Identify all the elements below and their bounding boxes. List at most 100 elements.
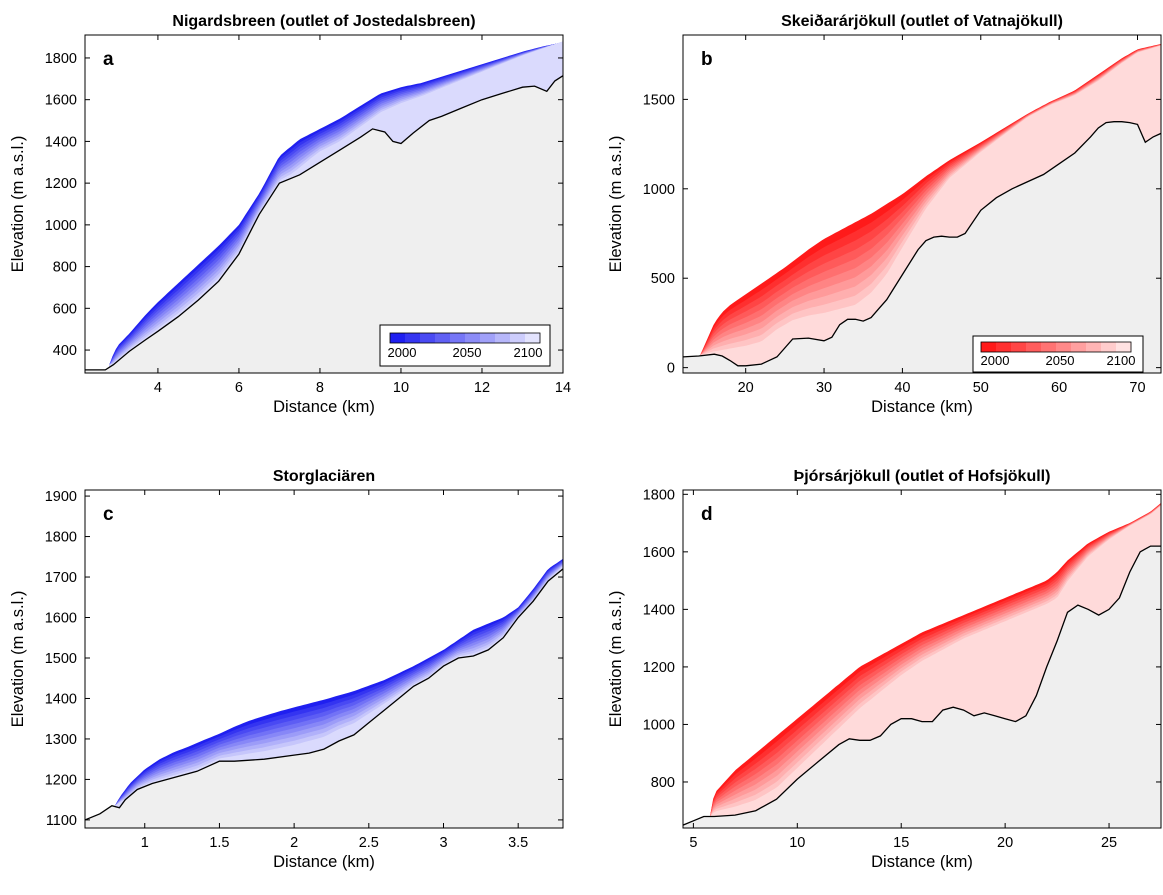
colorbar-cell	[420, 333, 436, 343]
y-tick-label: 1800	[643, 487, 675, 503]
y-tick-label: 1600	[45, 93, 77, 109]
colorbar-cell	[450, 333, 466, 343]
ice-thickness-bands	[683, 43, 1161, 373]
y-tick-label: 1600	[45, 611, 77, 627]
x-tick-label: 6	[235, 380, 243, 396]
bedrock-fill	[683, 546, 1161, 828]
y-axis-ticks: 1100 1200 1300 1400 1500 1600 1700 1800 1900	[45, 489, 563, 829]
colorbar-cell	[495, 333, 511, 343]
panel-c: 1 1.5 2 2.5 3 3.5 1100 1200 1300 1400 1500 1600 170…	[9, 468, 564, 871]
colorbar-cell	[390, 333, 406, 343]
x-tick-label: 14	[555, 380, 571, 396]
panel-letter: a	[103, 49, 114, 70]
colorbar-cell	[465, 333, 481, 343]
colorbar-gradient	[390, 333, 541, 343]
bedrock-fill	[683, 121, 1161, 373]
x-tick-label: 15	[893, 835, 909, 851]
x-tick-label: 30	[816, 380, 832, 396]
y-axis-label: Elevation (m a.s.l.)	[607, 591, 625, 728]
y-tick-label: 1400	[45, 134, 77, 150]
y-tick-label: 1400	[643, 602, 675, 618]
x-axis-label: Distance (km)	[871, 398, 973, 416]
x-tick-label: 2	[290, 835, 298, 851]
y-tick-label: 1800	[45, 530, 77, 546]
x-tick-label: 20	[738, 380, 754, 396]
x-tick-label: 25	[1101, 835, 1117, 851]
x-tick-label: 3	[439, 835, 447, 851]
y-tick-label: 500	[651, 271, 675, 287]
colorbar-cell	[1086, 342, 1102, 352]
ice-thickness-bands	[85, 41, 563, 373]
colorbar-cell	[525, 333, 541, 343]
panel-letter: b	[701, 49, 713, 70]
colorbar-tick-2050: 2050	[1046, 353, 1075, 368]
colorbar-gradient-border	[980, 341, 1132, 353]
colorbar-cell	[480, 333, 496, 343]
colorbar-tick-2100: 2100	[1107, 353, 1136, 368]
y-tick-label: 1200	[45, 176, 77, 192]
x-tick-label: 4	[154, 380, 162, 396]
bedrock-line	[683, 545, 1161, 826]
y-tick-label: 1000	[643, 182, 675, 198]
bedrock-fill	[85, 568, 563, 828]
ice-thickness-bands	[85, 558, 563, 828]
x-tick-label: 50	[973, 380, 989, 396]
x-tick-label: 10	[789, 835, 805, 851]
y-tick-label: 1000	[643, 717, 675, 733]
colorbar-cell	[996, 342, 1012, 352]
chart-title: Skeiðarárjökull (outlet of Vatnajökull)	[781, 13, 1063, 30]
y-tick-label: 1400	[45, 691, 77, 707]
panel-letter: c	[103, 504, 114, 525]
panel-d: 5 10 15 20 25 800 1000 1200 1400 1600 1800 Þjórsá…	[607, 468, 1162, 871]
colorbar: 2000 2050 2100	[972, 335, 1144, 373]
x-tick-label: 40	[894, 380, 910, 396]
y-axis-ticks: 0 500 1000 1500	[643, 92, 1161, 377]
x-tick-label: 60	[1051, 380, 1067, 396]
colorbar-tick-2050: 2050	[453, 345, 482, 360]
y-tick-label: 0	[667, 361, 675, 377]
y-axis-label: Elevation (m a.s.l.)	[9, 591, 27, 728]
x-tick-label: 3.5	[508, 835, 528, 851]
panel-a: 4 6 8 10 12 14 40060080010001200140016001800 …	[9, 13, 571, 416]
colorbar-cell	[1071, 342, 1087, 352]
x-axis-label: Distance (km)	[273, 853, 375, 871]
x-tick-label: 5	[689, 835, 697, 851]
bedrock-line	[85, 568, 563, 821]
thickness-band	[114, 562, 563, 808]
plot-frame	[84, 34, 564, 374]
colorbar-box	[379, 324, 551, 367]
thickness-band	[109, 41, 563, 368]
x-tick-label: 8	[316, 380, 324, 396]
y-tick-label: 800	[651, 775, 675, 791]
y-tick-label: 1800	[45, 51, 77, 67]
y-tick-label: 1000	[45, 218, 77, 234]
thickness-band	[710, 505, 1161, 817]
colorbar-cell	[1041, 342, 1057, 352]
bedrock-line	[85, 75, 563, 371]
x-tick-label: 1.5	[209, 835, 229, 851]
colorbar-tick-2100: 2100	[514, 345, 543, 360]
y-tick-label: 1300	[45, 732, 77, 748]
x-axis-label: Distance (km)	[273, 398, 375, 416]
x-tick-label: 1	[141, 835, 149, 851]
y-tick-label: 1700	[45, 570, 77, 586]
colorbar-cell	[435, 333, 451, 343]
y-axis-label: Elevation (m a.s.l.)	[9, 136, 27, 273]
x-tick-label: 70	[1129, 380, 1145, 396]
thickness-band	[700, 45, 1161, 366]
colorbar-cell	[1056, 342, 1072, 352]
colorbar: 2000 2050 2100	[379, 324, 551, 367]
ice-thickness-bands	[683, 502, 1161, 828]
x-tick-label: 2.5	[359, 835, 379, 851]
x-tick-label: 20	[997, 835, 1013, 851]
chart-title: Þjórsárjökull (outlet of Hofsjökull)	[794, 468, 1051, 485]
chart-title: Storglaciären	[273, 468, 375, 485]
plot-frame	[84, 489, 564, 829]
y-tick-label: 1600	[643, 545, 675, 561]
colorbar-cell	[1011, 342, 1027, 352]
plot-frame	[682, 489, 1162, 829]
y-axis-ticks: 400 600 800 1000 1200 1400 1600 1800	[45, 51, 563, 359]
y-tick-label: 1500	[643, 92, 675, 108]
colorbar-tick-2000: 2000	[981, 353, 1010, 368]
